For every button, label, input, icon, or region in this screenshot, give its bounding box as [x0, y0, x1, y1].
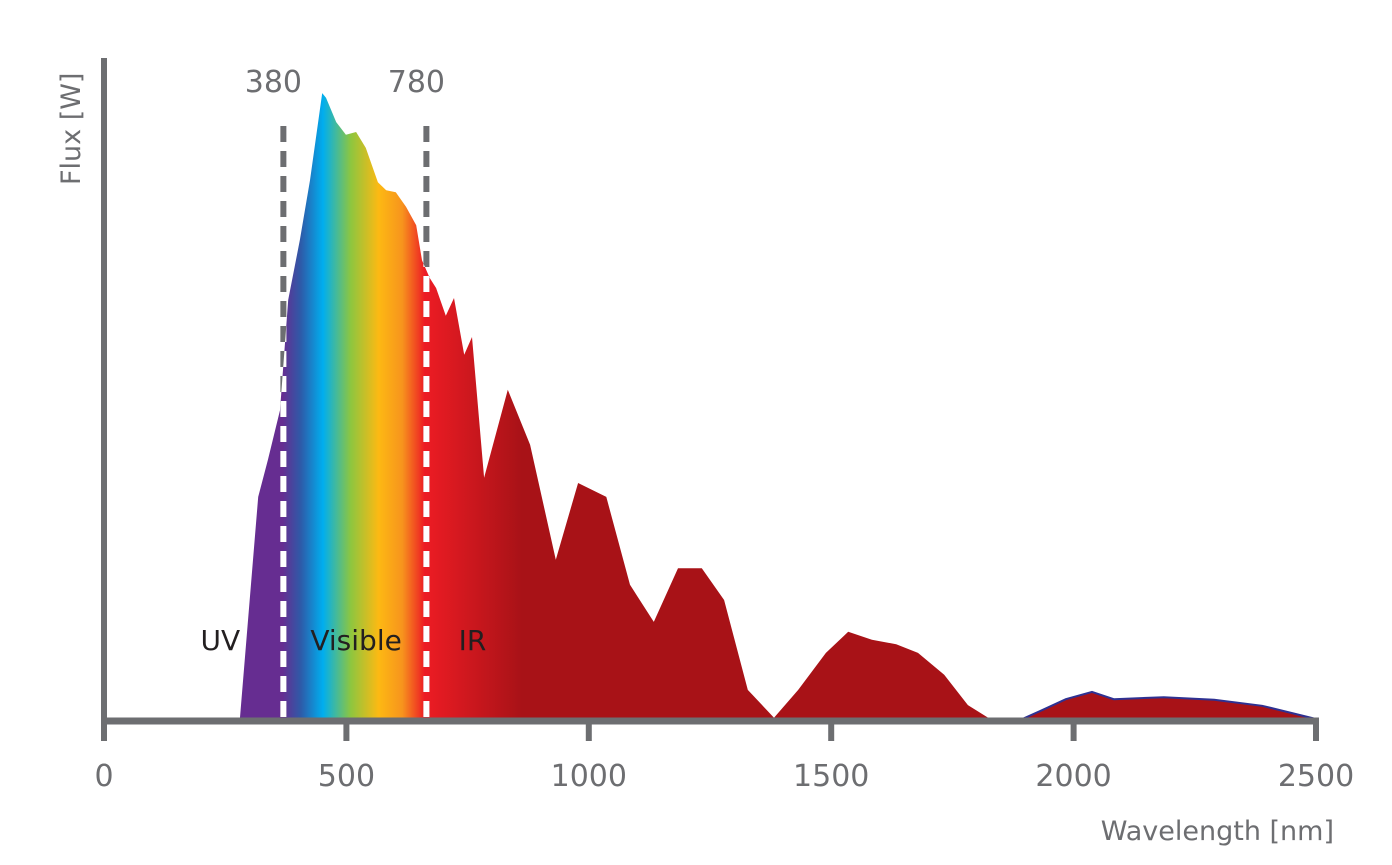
- x-tick-label-1500: 1500: [793, 759, 869, 794]
- marker-label-780: 780: [388, 65, 445, 100]
- x-tick-label-500: 500: [318, 759, 375, 794]
- x-tick-label-2500: 2500: [1278, 759, 1354, 794]
- x-axis-label: Wavelength [nm]: [1101, 816, 1334, 847]
- marker-label-380: 380: [245, 65, 302, 100]
- region-label-uv: UV: [201, 624, 241, 657]
- x-tick-label-1000: 1000: [551, 759, 627, 794]
- ir-tail-outline: [1017, 690, 1317, 722]
- x-tick-label-2000: 2000: [1035, 759, 1111, 794]
- y-axis-label: Flux [W]: [56, 73, 87, 185]
- x-tick-label-0: 0: [94, 759, 113, 794]
- region-label-visible: Visible: [310, 624, 401, 657]
- flux-area: [239, 93, 1317, 722]
- region-label-ir: IR: [459, 624, 487, 657]
